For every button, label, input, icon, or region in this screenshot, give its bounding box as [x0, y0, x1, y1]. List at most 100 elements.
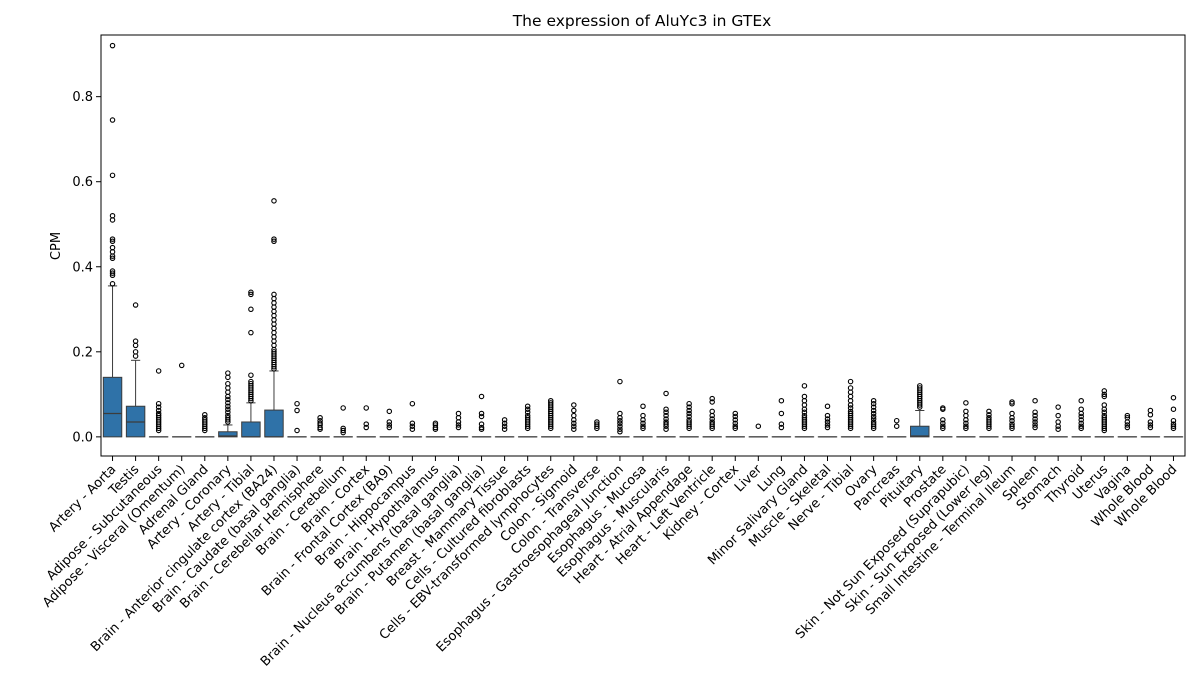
- outlier-point: [294, 407, 300, 414]
- outlier-point: [847, 423, 854, 429]
- outlier-point: [109, 255, 116, 262]
- outlier-point: [524, 423, 531, 429]
- outlier-point: [1101, 393, 1108, 400]
- outlier-point: [1124, 412, 1131, 419]
- outlier-point: [686, 425, 692, 432]
- y-tick-label: 0.8: [72, 90, 93, 105]
- box-group: [794, 383, 815, 438]
- outlier-point: [1101, 388, 1108, 394]
- outlier-point: [986, 412, 992, 418]
- outlier-point: [870, 407, 877, 414]
- outlier-point: [225, 393, 231, 400]
- outlier-point: [824, 422, 831, 428]
- outlier-point: [686, 400, 692, 407]
- outlier-point: [824, 412, 831, 419]
- box-group: [863, 397, 884, 438]
- outlier-point: [940, 425, 946, 432]
- outlier-point: [109, 217, 116, 223]
- outlier-point: [524, 406, 531, 412]
- outlier-point: [571, 420, 577, 427]
- outlier-point: [478, 426, 485, 432]
- box-group: [241, 289, 261, 438]
- outlier-point: [317, 414, 323, 421]
- outlier-point: [455, 424, 462, 431]
- outlier-point: [732, 410, 739, 417]
- outlier-point: [501, 423, 508, 429]
- outlier-point: [1124, 419, 1131, 425]
- box-group: [1140, 407, 1161, 438]
- outlier-point: [155, 368, 162, 374]
- outlier-point: [640, 423, 646, 429]
- y-tick-label: 0.6: [72, 175, 93, 190]
- outlier-point: [317, 424, 323, 431]
- outlier-point: [571, 417, 577, 423]
- box-group: [195, 412, 215, 438]
- outlier-point: [155, 400, 162, 407]
- outlier-point: [202, 427, 208, 434]
- outlier-point: [686, 407, 692, 414]
- outlier-point: [847, 405, 854, 411]
- outlier-point: [617, 417, 623, 424]
- outlier-point: [870, 400, 877, 407]
- outlier-point: [963, 425, 969, 432]
- outlier-point: [248, 397, 254, 404]
- outlier-point: [686, 423, 692, 429]
- box-group: [771, 397, 792, 438]
- outlier-point: [386, 408, 393, 415]
- outlier-point: [732, 423, 739, 429]
- outlier-point: [248, 291, 254, 298]
- outlier-point: [109, 281, 116, 287]
- outlier-point: [478, 421, 485, 427]
- outlier-point: [501, 420, 508, 427]
- box-group: [633, 403, 653, 438]
- outlier-point: [709, 412, 715, 419]
- outlier-point: [225, 419, 231, 425]
- box-group: [1163, 394, 1184, 438]
- outlier-point: [709, 399, 715, 405]
- outlier-point: [870, 423, 877, 429]
- box-group: [610, 378, 630, 438]
- outlier-point: [847, 425, 854, 432]
- outlier-point: [109, 253, 116, 259]
- box-group: [1117, 412, 1138, 438]
- outlier-point: [732, 420, 739, 427]
- outlier-point: [778, 410, 785, 417]
- outlier-point: [271, 198, 277, 204]
- outlier-point: [155, 407, 162, 414]
- outlier-point: [1078, 425, 1084, 432]
- box-group: [1025, 397, 1045, 438]
- outlier-point: [640, 417, 646, 423]
- outlier-point: [986, 408, 992, 415]
- outlier-point: [409, 400, 416, 407]
- outlier-point: [294, 400, 300, 407]
- outlier-point: [1170, 417, 1177, 424]
- outlier-point: [1055, 426, 1061, 432]
- outlier-point: [363, 421, 369, 427]
- outlier-point: [778, 397, 785, 404]
- y-axis-label: CPM: [49, 232, 64, 260]
- outlier-point: [963, 420, 969, 427]
- box-group: [125, 302, 146, 438]
- box-group: [102, 42, 123, 438]
- box-group: [448, 410, 469, 438]
- outlier-point: [409, 423, 416, 429]
- outlier-point: [801, 406, 808, 412]
- outlier-point: [1170, 423, 1177, 429]
- outlier-point: [617, 429, 623, 435]
- outlier-point: [1101, 425, 1108, 432]
- outlier-point: [778, 421, 785, 427]
- box-group: [748, 423, 769, 438]
- box-group: [725, 410, 745, 438]
- outlier-point: [248, 395, 254, 402]
- outlier-point: [824, 416, 831, 422]
- outlier-point: [225, 409, 231, 415]
- outlier-point: [225, 400, 231, 406]
- outlier-point: [248, 306, 254, 313]
- outlier-point: [571, 426, 577, 432]
- outlier-point: [617, 420, 623, 427]
- chart-title: The expression of AluYc3 in GTEx: [512, 12, 772, 30]
- box-group: [587, 419, 607, 438]
- outlier-point: [594, 423, 600, 429]
- outlier-point: [1078, 397, 1084, 404]
- outlier-point: [1032, 397, 1038, 404]
